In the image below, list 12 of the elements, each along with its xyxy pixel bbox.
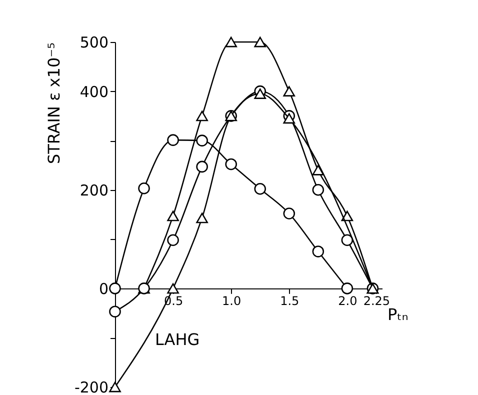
y-tick-label: 0 — [98, 280, 108, 298]
x-tick-label: 1.0 — [222, 294, 242, 308]
x-tick-label: 1.5 — [280, 294, 300, 308]
x-tick-label: 2.0 — [338, 294, 358, 308]
y-tick-label: 400 — [80, 82, 108, 101]
y-axis-title: STRAIN ε x10⁻⁵ — [44, 42, 64, 164]
y-tick-label: 500 — [80, 34, 108, 52]
y-tick-label: 200 — [80, 181, 108, 200]
x-axis-title: Pₜₙ — [388, 304, 408, 324]
annotation: LAHG — [155, 330, 200, 349]
x-tick-label: 2.25 — [363, 294, 390, 308]
y-tick-label: -200 — [74, 378, 108, 395]
